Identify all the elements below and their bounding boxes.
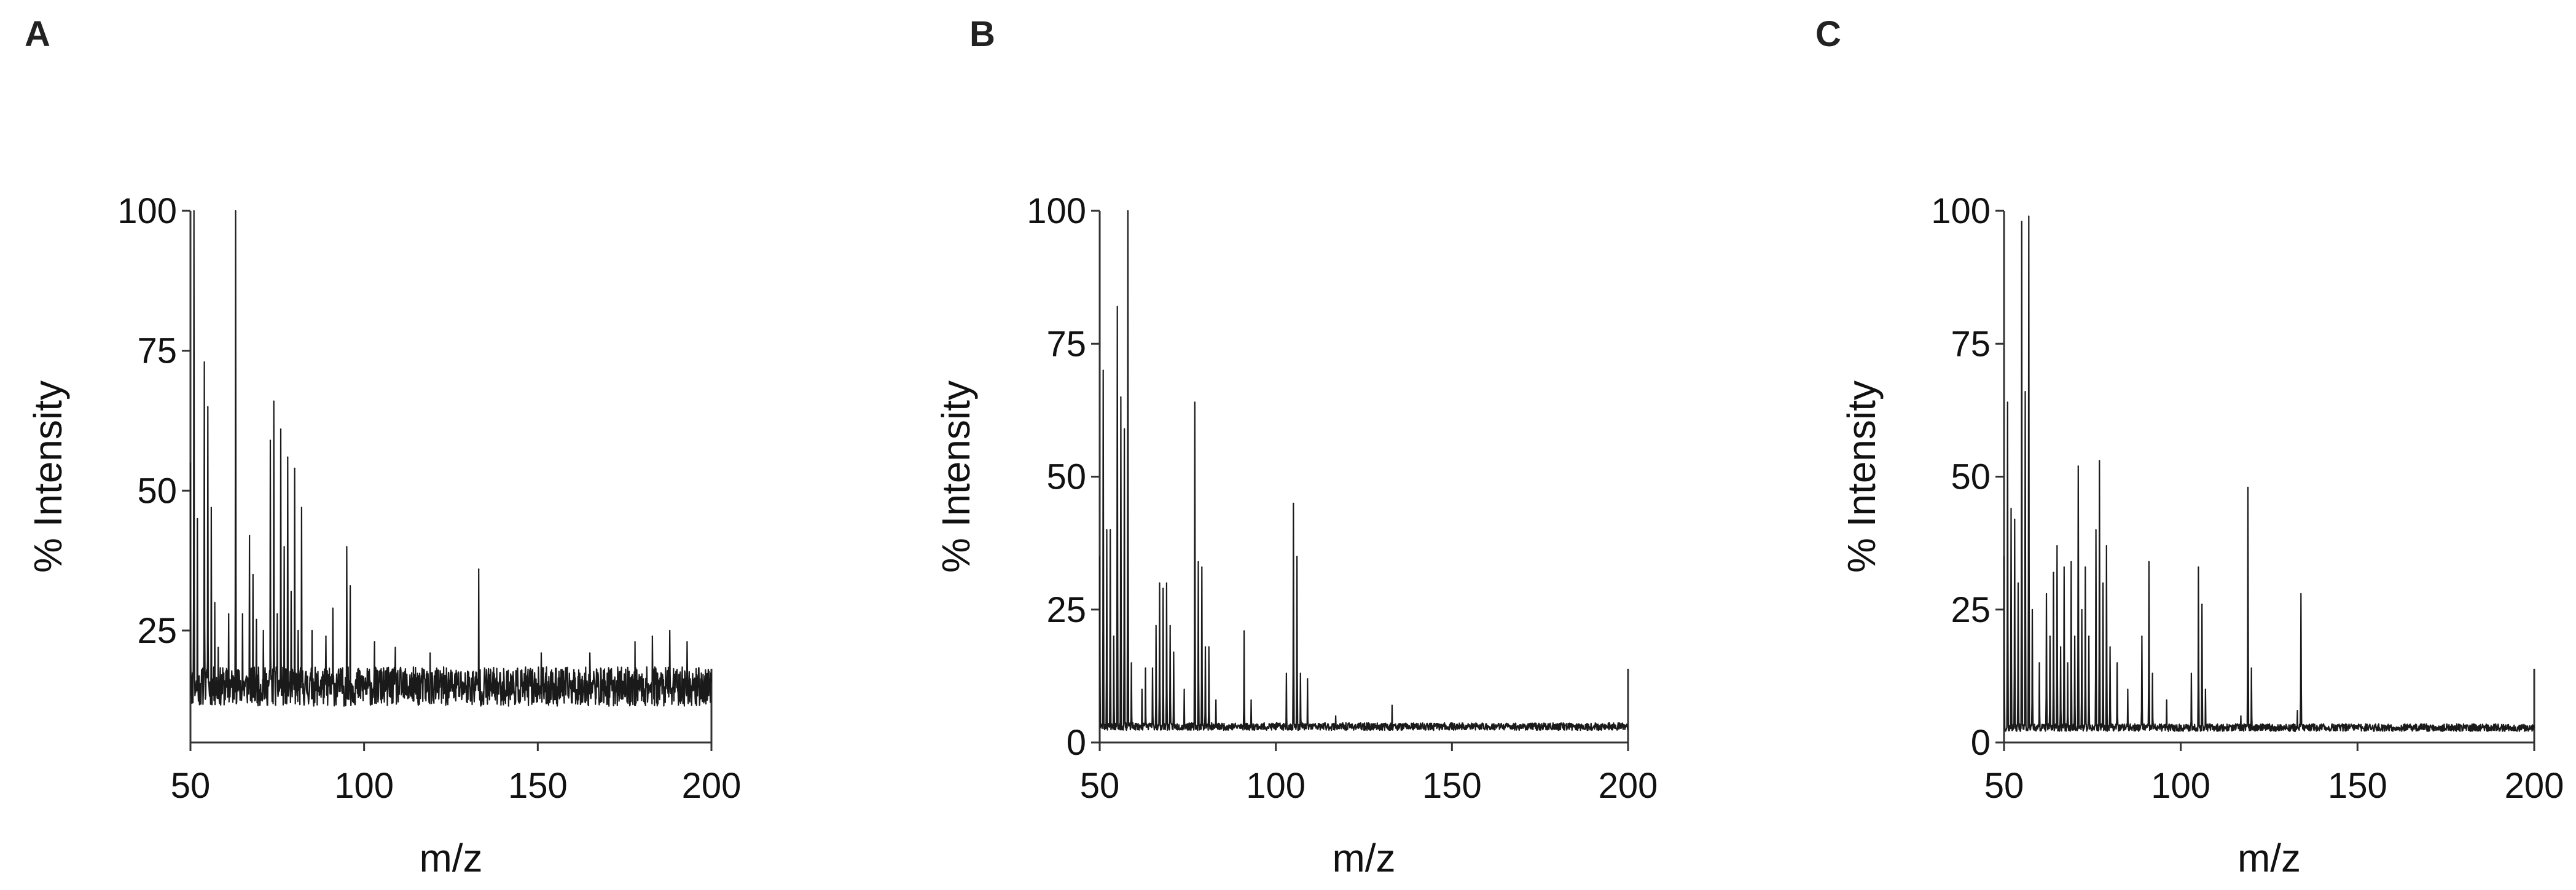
y-tick-label: 25 xyxy=(1951,590,1991,630)
y-tick-label: 75 xyxy=(137,331,177,371)
y-axis-title: % Intensity xyxy=(1839,380,1884,573)
panel-b: B 0 25 50 75 100 50 100 150 200 m/z % Intensity xyxy=(934,14,1658,880)
panel-a: A 25 50 75 100 50 100 150 200 m/z % Intensity xyxy=(25,14,741,880)
spectrum-trace xyxy=(1098,210,1629,731)
y-tick-label: 0 xyxy=(1067,723,1086,763)
x-tick-label: 50 xyxy=(1984,766,2024,806)
y-tick-label: 100 xyxy=(1931,191,1991,231)
y-tick-label: 75 xyxy=(1951,324,1991,364)
y-tick-label: 100 xyxy=(117,191,177,231)
x-tick-label: 100 xyxy=(334,766,394,806)
x-axis-title: m/z xyxy=(1332,836,1395,880)
spectrum-trace xyxy=(2003,215,2535,732)
panel-c: C 0 25 50 75 100 50 100 150 200 m/z % Intensity xyxy=(1815,14,2564,880)
panel-letter: A xyxy=(25,14,50,54)
x-tick-label: 50 xyxy=(1080,766,1120,806)
y-tick-label: 0 xyxy=(1971,723,1991,763)
y-tick-label: 50 xyxy=(1951,457,1991,497)
y-tick-label: 25 xyxy=(137,611,177,651)
y-tick-label: 50 xyxy=(137,471,177,511)
y-tick-label: 100 xyxy=(1027,191,1086,231)
x-axis-title: m/z xyxy=(419,836,482,880)
panel-letter: B xyxy=(969,14,995,54)
y-tick-label: 25 xyxy=(1046,590,1086,630)
panel-letter: C xyxy=(1815,14,1841,54)
y-axis-title: % Intensity xyxy=(26,380,70,573)
x-tick-label: 200 xyxy=(682,766,742,806)
spectrum-trace xyxy=(189,210,713,707)
y-tick-label: 50 xyxy=(1046,457,1086,497)
x-tick-label: 150 xyxy=(508,766,568,806)
x-tick-label: 50 xyxy=(171,766,211,806)
x-tick-label: 200 xyxy=(1599,766,1658,806)
y-tick-label: 75 xyxy=(1046,324,1086,364)
y-axis-title: % Intensity xyxy=(934,380,978,573)
x-axis-title: m/z xyxy=(2237,836,2301,880)
x-tick-label: 100 xyxy=(2151,766,2210,806)
x-tick-label: 150 xyxy=(1422,766,1482,806)
x-tick-label: 100 xyxy=(1246,766,1306,806)
x-tick-label: 200 xyxy=(2505,766,2564,806)
x-tick-label: 150 xyxy=(2328,766,2387,806)
